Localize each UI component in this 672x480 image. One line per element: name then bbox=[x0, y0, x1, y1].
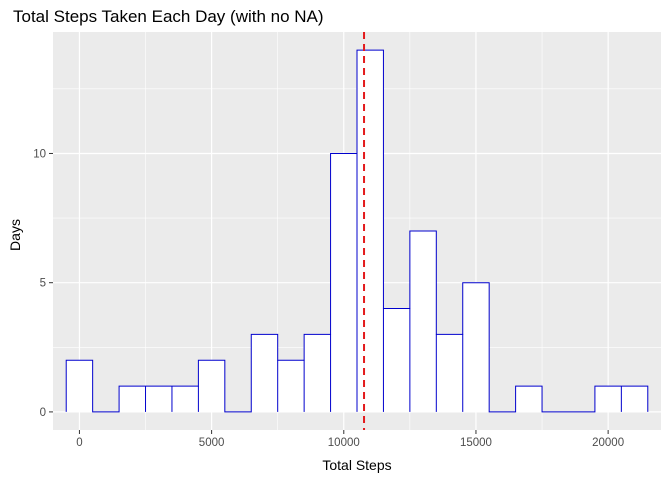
histogram-bar bbox=[594, 386, 622, 412]
histogram-bar bbox=[436, 334, 463, 412]
histogram-bar bbox=[409, 231, 437, 412]
histogram-bar bbox=[251, 334, 278, 412]
histogram-bar bbox=[66, 360, 93, 412]
x-axis-ticks: 0 5000 10000 15000 20000 bbox=[76, 430, 624, 449]
histogram-bar bbox=[357, 50, 384, 412]
histogram-bar bbox=[145, 386, 172, 412]
x-tick-label: 10000 bbox=[328, 437, 360, 449]
y-tick-label: 0 bbox=[40, 407, 46, 419]
histogram-bar bbox=[198, 360, 225, 412]
y-axis-ticks: 0 5 10 bbox=[33, 148, 53, 419]
histogram-bar bbox=[277, 360, 305, 412]
histogram-outline bbox=[65, 49, 649, 413]
histogram-bars bbox=[65, 49, 649, 413]
y-axis-title: Days bbox=[7, 219, 23, 251]
x-tick-label: 15000 bbox=[460, 437, 492, 449]
x-tick-label: 20000 bbox=[592, 437, 624, 449]
chart-title: Total Steps Taken Each Day (with no NA) bbox=[13, 7, 324, 26]
histogram-bar bbox=[383, 308, 410, 412]
histogram-bar bbox=[330, 153, 357, 412]
y-tick-label: 5 bbox=[40, 278, 46, 290]
histogram-bar bbox=[515, 386, 543, 412]
histogram-bar bbox=[171, 386, 199, 412]
histogram-bar bbox=[621, 386, 648, 412]
x-tick-label: 0 bbox=[76, 437, 82, 449]
histogram-bar bbox=[462, 282, 490, 412]
x-axis-title: Total Steps bbox=[322, 457, 391, 473]
x-tick-label: 5000 bbox=[199, 437, 225, 449]
histogram-bar bbox=[304, 334, 331, 412]
histogram-bar bbox=[119, 386, 146, 412]
y-tick-label: 10 bbox=[33, 148, 46, 160]
